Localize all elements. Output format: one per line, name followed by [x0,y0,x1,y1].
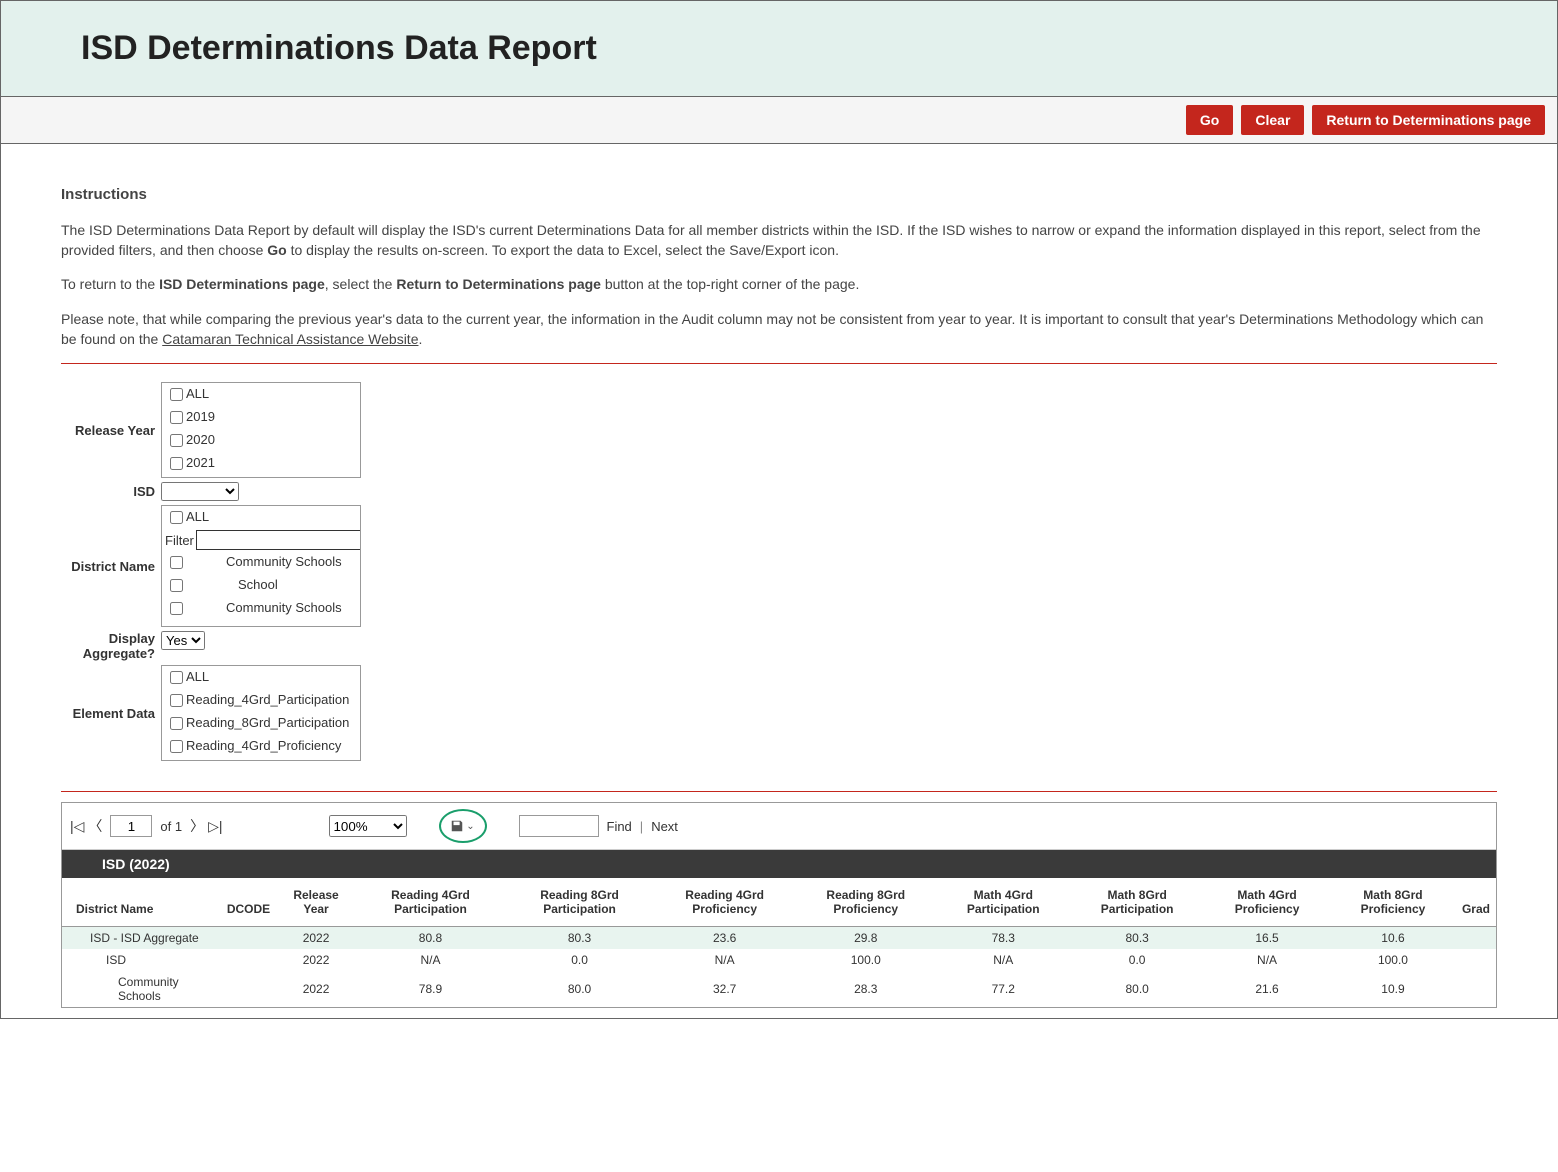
list-item[interactable]: Reading_8Grd_Participation [162,712,360,735]
table-row: ISD - ISD Aggregate202280.880.323.629.87… [62,927,1496,950]
col-r4p: Reading 4Grd Participation [356,878,505,927]
col-r8p: Reading 8Grd Participation [505,878,654,927]
aggregate-select[interactable]: Yes [161,631,205,650]
go-button[interactable]: Go [1186,105,1233,135]
table-row: Community Schools202278.980.032.728.377.… [62,971,1496,1007]
isd-label: ISD [61,484,161,499]
list-item[interactable]: 2021 [162,452,360,475]
report-viewer: |◁ 〈 of 1 〉 ▷| 100% ⌄ Find | Next ISD (2… [61,802,1497,1008]
district-filter-row: Filter [162,529,360,551]
release-year-label: Release Year [61,423,161,438]
instructions: Instructions The ISD Determinations Data… [61,184,1497,349]
col-m4pr: Math 4Grd Proficiency [1204,878,1330,927]
district-listbox[interactable]: ALL Filter Community Schools School Comm… [161,505,361,627]
chevron-down-icon: ⌄ [466,821,474,832]
first-page-icon[interactable]: |◁ [70,818,84,835]
aggregate-label: Display Aggregate? [61,631,161,661]
col-r8pr: Reading 8Grd Proficiency [795,878,936,927]
page-of-label: of 1 [160,819,182,834]
district-filter-input[interactable] [196,530,361,550]
find-link[interactable]: Find [607,819,632,834]
isd-select[interactable] [161,482,239,501]
instructions-p2: To return to the ISD Determinations page… [61,274,1497,294]
instructions-p3: Please note, that while comparing the pr… [61,309,1497,350]
instructions-p1: The ISD Determinations Data Report by de… [61,220,1497,261]
zoom-select[interactable]: 100% [329,815,407,837]
district-name-label: District Name [61,559,161,574]
save-export-button[interactable]: ⌄ [439,809,487,843]
list-item[interactable]: ALL [162,506,360,529]
list-item[interactable]: Reading_4Grd_Participation [162,689,360,712]
table-header-row: District Name DCODE Release Year Reading… [62,878,1496,927]
element-data-label: Element Data [61,706,161,721]
list-item[interactable]: Community Schools [162,551,360,574]
report-table: District Name DCODE Release Year Reading… [62,878,1496,1007]
page-input[interactable] [110,815,152,837]
instructions-heading: Instructions [61,184,1497,206]
next-link[interactable]: Next [651,819,678,834]
prev-page-icon[interactable]: 〈 [88,816,102,836]
list-item[interactable]: 2019 [162,406,360,429]
next-page-icon[interactable]: 〉 [190,816,204,836]
filters: Release Year ALL 2019 2020 2021 ISD Dist… [61,382,1497,761]
divider [61,791,1497,792]
floppy-icon [450,819,464,833]
report-title: ISD (2022) [62,850,1496,878]
col-r4pr: Reading 4Grd Proficiency [654,878,795,927]
list-item[interactable]: School [162,574,360,597]
list-item[interactable]: ALL [162,666,360,689]
col-year: Release Year [276,878,356,927]
header-band: ISD Determinations Data Report [1,1,1557,97]
list-item[interactable]: 2020 [162,429,360,452]
list-item[interactable]: Community Schools [162,597,360,620]
col-district: District Name [62,878,221,927]
list-item[interactable]: Reading_4Grd_Proficiency [162,735,360,758]
element-data-listbox[interactable]: ALL Reading_4Grd_Participation Reading_8… [161,665,361,761]
page-title: ISD Determinations Data Report [81,29,1477,68]
col-m8p: Math 8Grd Participation [1070,878,1204,927]
col-grad: Grad [1456,878,1496,927]
release-year-listbox[interactable]: ALL 2019 2020 2021 [161,382,361,478]
catamaran-link[interactable]: Catamaran Technical Assistance Website [162,331,418,347]
last-page-icon[interactable]: ▷| [208,818,222,835]
content: Instructions The ISD Determinations Data… [1,144,1557,1018]
clear-button[interactable]: Clear [1241,105,1304,135]
return-button[interactable]: Return to Determinations page [1312,105,1545,135]
button-bar: Go Clear Return to Determinations page [1,97,1557,144]
list-item[interactable]: ALL [162,383,360,406]
find-input[interactable] [519,815,599,837]
col-dcode: DCODE [221,878,276,927]
table-row: ISD2022N/A0.0N/A100.0N/A0.0N/A100.0 [62,949,1496,971]
col-m4p: Math 4Grd Participation [936,878,1070,927]
divider [61,363,1497,364]
viewer-toolbar: |◁ 〈 of 1 〉 ▷| 100% ⌄ Find | Next [62,803,1496,850]
col-m8pr: Math 8Grd Proficiency [1330,878,1456,927]
